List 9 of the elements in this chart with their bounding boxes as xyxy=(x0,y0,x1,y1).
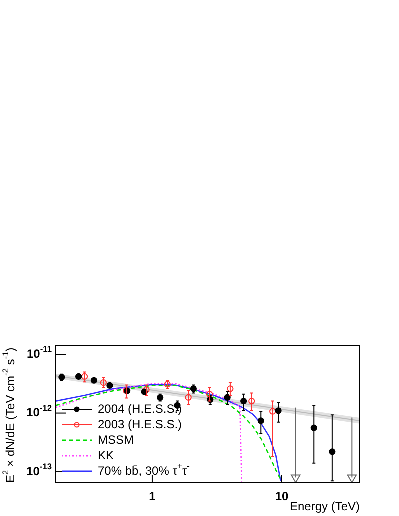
x-tick-label: 10 xyxy=(275,489,290,504)
legend-label: 2004 (H.E.S.S.) xyxy=(98,402,182,416)
legend-label: 70% bb̄, 30% τ+τ- xyxy=(98,461,190,478)
legend-label: KK xyxy=(98,448,114,462)
x-axis-title: Energy (TeV) xyxy=(290,499,360,514)
x-tick-label: 1 xyxy=(149,489,156,504)
y-axis-title: E2 × dN/dE (TeV cm-2 s-1) xyxy=(0,348,18,483)
legend-label: MSSM xyxy=(98,432,134,447)
legend-label: 2003 (H.E.S.S.) xyxy=(98,417,182,432)
